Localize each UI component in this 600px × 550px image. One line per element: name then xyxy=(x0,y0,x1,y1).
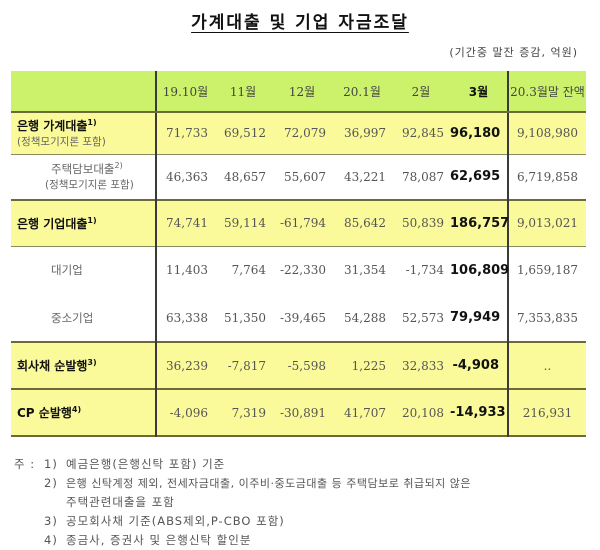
row-label: 은행 기업대출1) xyxy=(11,200,157,246)
row-label: 중소기업 xyxy=(11,294,157,342)
cell: 41,707 xyxy=(332,389,392,436)
table-row: 은행 기업대출1) 74,741 59,114 -61,794 85,642 5… xyxy=(11,200,586,246)
row-label: CP 순발행4) xyxy=(11,389,157,436)
col-header-11: 11월 xyxy=(214,71,272,113)
table-row: 은행 가계대출1) (정책모기지론 포함) 71,733 69,512 72,0… xyxy=(11,112,586,154)
footnote-2: 2) 은행 신탁계정 제외, 전세자금대출, 이주비·중도금대출 등 주택담보로… xyxy=(44,476,472,490)
cell: 46,363 xyxy=(156,154,214,200)
cell: 43,221 xyxy=(332,154,392,200)
document-title: 가계대출 및 기업 자금조달 xyxy=(191,13,409,33)
cell: 92,845 xyxy=(392,112,450,154)
cell: -7,817 xyxy=(214,342,272,389)
cell: 71,733 xyxy=(156,112,214,154)
cell: 74,741 xyxy=(156,200,214,246)
cell-highlight: 62,695 xyxy=(450,154,509,200)
cell: 55,607 xyxy=(272,154,332,200)
header-row: 19.10월 11월 12월 20.1월 2월 3월 20.3월말 잔액 xyxy=(11,71,586,113)
cell: 63,338 xyxy=(156,294,214,342)
cell: 20,108 xyxy=(392,389,450,436)
cell: 7,319 xyxy=(214,389,272,436)
cell-highlight: 96,180 xyxy=(450,112,509,154)
cell: 1,225 xyxy=(332,342,392,389)
cell: 78,087 xyxy=(392,154,450,200)
cell-balance: 9,013,021 xyxy=(508,200,586,246)
cell: 51,350 xyxy=(214,294,272,342)
cell-balance: 7,353,835 xyxy=(508,294,586,342)
footnotes: 주 : 1) 예금은행(은행신탁 포함) 기준 2) 은행 신탁계정 제외, 전… xyxy=(14,455,471,550)
cell: 59,114 xyxy=(214,200,272,246)
cell: 50,839 xyxy=(392,200,450,246)
header-blank xyxy=(11,71,157,113)
table-row: 주택담보대출2) (정책모기지론 포함) 46,363 48,657 55,60… xyxy=(11,154,586,200)
cell: -30,891 xyxy=(272,389,332,436)
cell: 54,288 xyxy=(332,294,392,342)
cell-balance: 6,719,858 xyxy=(508,154,586,200)
unit-label: (기간중 말잔 증감, 억원) xyxy=(449,46,578,59)
cell: 72,079 xyxy=(272,112,332,154)
cell: 7,764 xyxy=(214,246,272,294)
cell: 36,997 xyxy=(332,112,392,154)
table-row: 회사채 순발행3) 36,239 -7,817 -5,598 1,225 32,… xyxy=(11,342,586,389)
cell: 52,573 xyxy=(392,294,450,342)
row-label: 대기업 xyxy=(11,246,157,294)
table-row: 중소기업 63,338 51,350 -39,465 54,288 52,573… xyxy=(11,294,586,342)
footnote-4: 4) 종금사, 증권사 및 은행신탁 할인분 xyxy=(44,533,252,547)
cell: -39,465 xyxy=(272,294,332,342)
cell-balance: .. xyxy=(508,342,586,389)
cell: -5,598 xyxy=(272,342,332,389)
col-header-12: 12월 xyxy=(272,71,332,113)
row-label: 회사채 순발행3) xyxy=(11,342,157,389)
cell-highlight: -14,933 xyxy=(450,389,509,436)
footnote-1: 주 : 1) 예금은행(은행신탁 포함) 기준 xyxy=(14,457,226,471)
cell: 48,657 xyxy=(214,154,272,200)
cell-highlight: 106,809 xyxy=(450,246,509,294)
cell-highlight: 186,757 xyxy=(450,200,509,246)
col-header-19-10: 19.10월 xyxy=(156,71,214,113)
col-header-3: 3월 xyxy=(450,71,509,113)
cell-balance: 216,931 xyxy=(508,389,586,436)
cell: -22,330 xyxy=(272,246,332,294)
col-header-2: 2월 xyxy=(392,71,450,113)
footnote-3: 3) 공모회사채 기준(ABS제외,P-CBO 포함) xyxy=(44,514,285,528)
cell: -61,794 xyxy=(272,200,332,246)
col-header-balance: 20.3월말 잔액 xyxy=(508,71,586,113)
cell: 85,642 xyxy=(332,200,392,246)
cell-highlight: -4,908 xyxy=(450,342,509,389)
cell-highlight: 79,949 xyxy=(450,294,509,342)
cell: 36,239 xyxy=(156,342,214,389)
row-label: 은행 가계대출1) (정책모기지론 포함) xyxy=(11,112,157,154)
cell: -4,096 xyxy=(156,389,214,436)
table-row: 대기업 11,403 7,764 -22,330 31,354 -1,734 1… xyxy=(11,246,586,294)
cell: 11,403 xyxy=(156,246,214,294)
cell: -1,734 xyxy=(392,246,450,294)
funding-table: 19.10월 11월 12월 20.1월 2월 3월 20.3월말 잔액 은행 … xyxy=(11,71,586,437)
col-header-20-1: 20.1월 xyxy=(332,71,392,113)
cell: 32,833 xyxy=(392,342,450,389)
row-label: 주택담보대출2) (정책모기지론 포함) xyxy=(11,154,157,200)
table-row: CP 순발행4) -4,096 7,319 -30,891 41,707 20,… xyxy=(11,389,586,436)
footnote-2-cont: 주택관련대출을 포함 xyxy=(66,495,175,509)
cell-balance: 9,108,980 xyxy=(508,112,586,154)
cell-balance: 1,659,187 xyxy=(508,246,586,294)
cell: 31,354 xyxy=(332,246,392,294)
cell: 69,512 xyxy=(214,112,272,154)
